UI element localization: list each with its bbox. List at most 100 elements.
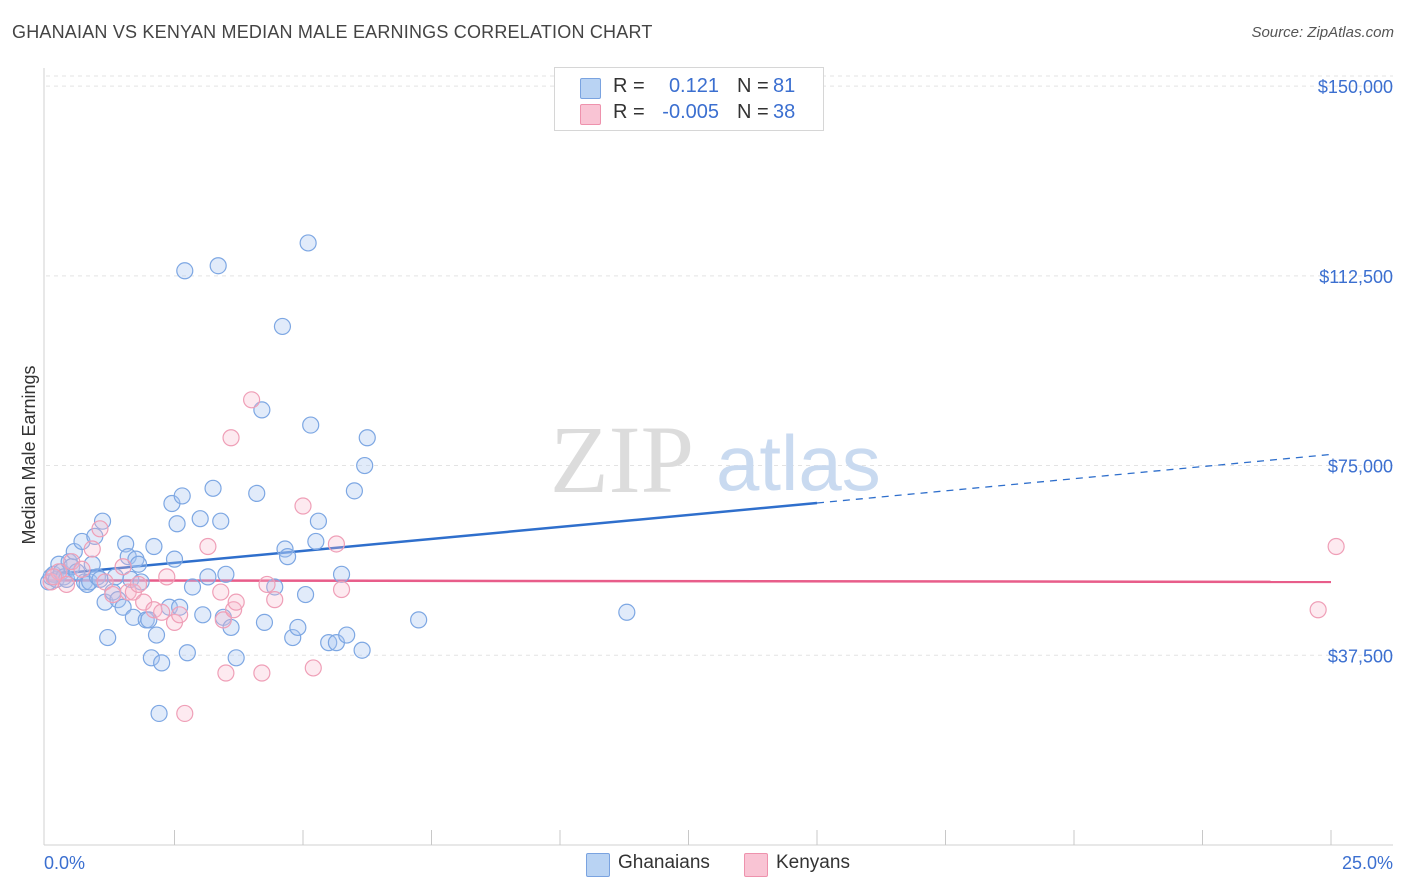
kenyans-point bbox=[243, 391, 261, 409]
y-tick-label: $150,000 bbox=[1318, 77, 1393, 97]
x-tick-label-right: 25.0% bbox=[1342, 853, 1393, 873]
kenyans-point bbox=[158, 568, 176, 586]
axis-layer: $37,500 $75,000 $112,500 $150,000 bbox=[43, 68, 1393, 846]
kenyans-r-value: -0.005 bbox=[662, 101, 719, 123]
y-tick-label: $112,500 bbox=[1319, 267, 1393, 287]
ghanaians-point bbox=[338, 626, 356, 644]
ghanaians-point bbox=[114, 598, 132, 616]
ghanaians-point bbox=[356, 456, 374, 475]
ghanaians-point bbox=[209, 257, 227, 275]
kenyans-point bbox=[50, 563, 68, 581]
kenyans-point bbox=[129, 575, 148, 594]
data-points bbox=[39, 234, 1345, 723]
kenyans-point bbox=[91, 520, 109, 538]
kenyans-point bbox=[114, 558, 132, 576]
ghanaians-point bbox=[199, 568, 217, 586]
x-tick-label-left: 0.0% bbox=[44, 853, 85, 873]
kenyans-point bbox=[327, 535, 346, 553]
ghanaians-point bbox=[302, 416, 320, 434]
ghanaians-point bbox=[618, 603, 636, 621]
kenyans-point bbox=[45, 568, 63, 586]
kenyans-legend-swatch bbox=[744, 853, 768, 877]
kenyans-point bbox=[171, 606, 189, 624]
watermark: ZIP atlas bbox=[550, 406, 881, 513]
ghanaians-point bbox=[296, 585, 315, 604]
ghanaians-point bbox=[178, 644, 196, 662]
ghanaians-point bbox=[129, 555, 148, 573]
ghanaians-point bbox=[353, 641, 371, 659]
y-axis-label: Median Male Earnings bbox=[19, 365, 39, 544]
ghanaians-point bbox=[147, 626, 166, 644]
kenyans-point bbox=[153, 603, 171, 621]
ghanaians-point bbox=[191, 510, 209, 528]
ghanaians-point bbox=[278, 548, 297, 566]
kenyans-point bbox=[199, 537, 217, 556]
kenyans-point bbox=[304, 659, 322, 677]
n-label: N = bbox=[737, 101, 769, 123]
kenyans-legend-label: Kenyans bbox=[776, 852, 850, 873]
kenyans-point bbox=[176, 704, 194, 723]
y-tick-label: $37,500 bbox=[1328, 646, 1393, 666]
kenyans-point bbox=[332, 580, 351, 599]
ghanaians-point bbox=[145, 537, 163, 556]
grid-layer bbox=[46, 75, 1393, 656]
r-label: R = bbox=[613, 101, 645, 123]
ghanaians-point bbox=[217, 565, 235, 583]
ghanaians-point bbox=[173, 487, 191, 505]
r-label: R = bbox=[613, 75, 645, 97]
ghanaians-point bbox=[253, 401, 271, 419]
kenyans-point bbox=[253, 664, 271, 682]
kenyans-point bbox=[212, 583, 230, 601]
ghanaians-trend-extension bbox=[816, 453, 1332, 504]
ghanaians-point bbox=[83, 555, 101, 573]
ghanaians-point bbox=[168, 515, 186, 533]
kenyans-swatch bbox=[580, 104, 601, 125]
watermark-zip: ZIP bbox=[550, 406, 694, 513]
kenyans-point bbox=[266, 591, 284, 609]
ghanaians-point bbox=[150, 704, 168, 723]
kenyans-point bbox=[294, 497, 312, 515]
source-credit: Source: ZipAtlas.com bbox=[1251, 24, 1394, 41]
ghanaians-point bbox=[99, 628, 117, 647]
ghanaians-point bbox=[165, 550, 184, 568]
kenyans-point bbox=[73, 560, 91, 578]
kenyans-point bbox=[217, 664, 235, 682]
kenyans-trend-line bbox=[45, 579, 1332, 584]
ghanaians-point bbox=[284, 628, 302, 647]
ghanaians-point bbox=[204, 479, 222, 497]
kenyans-point bbox=[227, 593, 245, 611]
ghanaians-point bbox=[299, 234, 317, 252]
ghanaians-legend-label: Ghanaians bbox=[618, 852, 710, 873]
ghanaians-point bbox=[309, 512, 328, 530]
ghanaians-point bbox=[358, 429, 376, 447]
kenyans-point bbox=[258, 575, 276, 594]
chart-title: GHANAIAN VS KENYAN MEDIAN MALE EARNINGS … bbox=[12, 22, 653, 42]
n-label: N = bbox=[737, 75, 769, 97]
ghanaians-r-value: 0.121 bbox=[668, 75, 719, 97]
ghanaians-point bbox=[183, 578, 202, 596]
ghanaians-point bbox=[289, 618, 307, 637]
ghanaians-n-value: 81 bbox=[773, 75, 796, 97]
ghanaians-point bbox=[176, 262, 194, 280]
watermark-atlas: atlas bbox=[716, 419, 881, 507]
kenyans-point bbox=[214, 611, 232, 629]
ghanaians-swatch bbox=[580, 78, 601, 99]
ghanaians-point bbox=[212, 512, 230, 530]
ghanaians-point bbox=[255, 613, 274, 631]
kenyans-point bbox=[96, 573, 114, 591]
ghanaians-point bbox=[332, 565, 351, 583]
ghanaians-point bbox=[227, 649, 245, 667]
ghanaians-point bbox=[273, 317, 292, 336]
y-tick-label: $75,000 bbox=[1328, 457, 1393, 477]
ghanaians-point bbox=[153, 654, 171, 672]
ghanaians-point bbox=[410, 611, 428, 629]
kenyans-point bbox=[57, 575, 76, 594]
kenyans-point bbox=[104, 585, 122, 604]
kenyans-point bbox=[1327, 537, 1345, 556]
ghanaians-point bbox=[307, 532, 325, 551]
ghanaians-point bbox=[142, 649, 160, 667]
kenyans-point bbox=[1309, 601, 1327, 619]
ghanaians-legend-swatch bbox=[586, 853, 610, 877]
ghanaians-point bbox=[140, 611, 158, 629]
